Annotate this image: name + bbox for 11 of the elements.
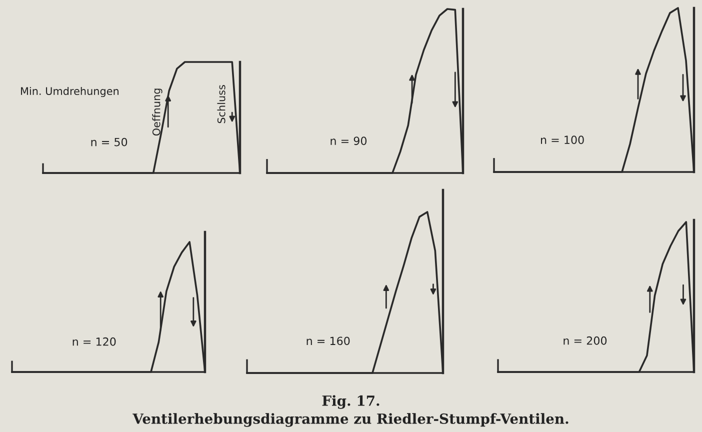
caption: Fig. 17.	[322, 395, 380, 409]
text: n = 50	[91, 138, 128, 146]
annotation: Schluss	[217, 85, 226, 124]
text: n = 120	[72, 337, 116, 346]
annotation: Min. Umdrehungen	[21, 86, 118, 98]
text: n = 200	[564, 336, 607, 345]
text: n = 160	[306, 336, 350, 346]
text: n = 100	[541, 136, 584, 144]
text: n = 90	[330, 136, 367, 146]
annotation: Oeffnung	[152, 88, 162, 136]
text: Ventilerhebungsdiagramme zu Riedler-Stumpf-Ventilen.	[132, 413, 568, 427]
